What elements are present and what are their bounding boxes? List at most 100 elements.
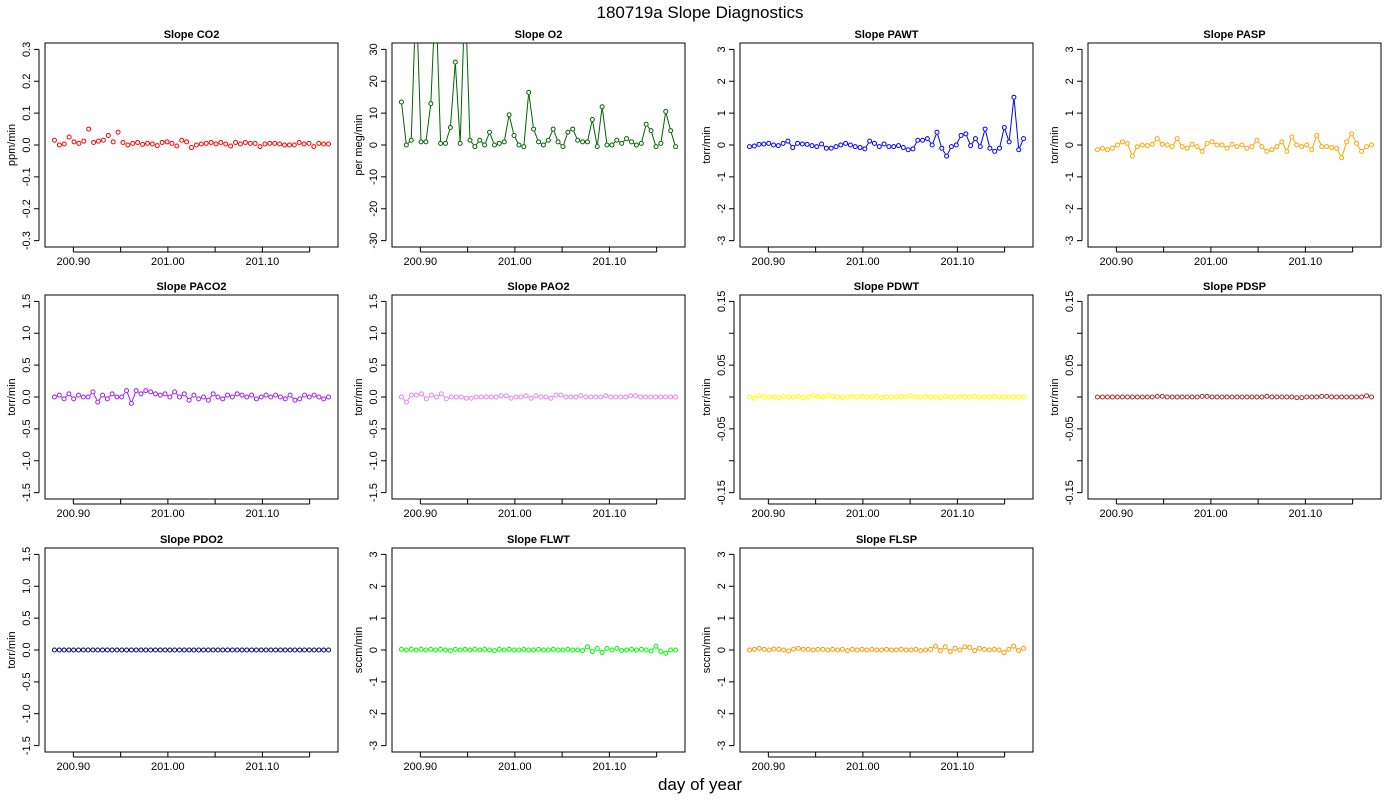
data-point	[297, 396, 303, 402]
data-point	[952, 645, 958, 651]
series-segment	[966, 135, 971, 144]
data-point	[991, 393, 997, 399]
data-point	[653, 144, 659, 150]
series-segment	[1337, 150, 1341, 156]
data-point	[967, 644, 973, 650]
data-point	[1104, 394, 1110, 400]
data-point	[638, 646, 644, 652]
data-point	[296, 139, 302, 145]
data-point	[786, 394, 792, 400]
data-point	[215, 394, 221, 400]
data-point	[273, 392, 279, 398]
data-point	[115, 129, 121, 135]
data-point	[128, 400, 134, 406]
series-segment	[253, 396, 255, 398]
series-segment	[523, 94, 529, 145]
data-point	[472, 646, 478, 652]
data-point	[1314, 132, 1320, 138]
data-point	[957, 647, 963, 653]
data-point	[604, 645, 610, 651]
series-segment	[475, 141, 479, 145]
data-point	[942, 644, 948, 650]
data-point	[316, 394, 322, 400]
y-tick-label: 0.5	[368, 357, 380, 372]
data-point	[130, 140, 136, 146]
series-segment	[1228, 145, 1231, 148]
data-point	[423, 647, 429, 653]
data-point	[159, 139, 165, 145]
data-point	[1239, 142, 1245, 148]
data-point	[81, 138, 87, 144]
series-segment	[176, 393, 179, 396]
data-point	[487, 129, 493, 135]
series-segment	[1127, 145, 1132, 155]
series-segment	[641, 126, 647, 142]
series-segment	[65, 395, 68, 398]
data-point	[51, 394, 57, 400]
x-tick-label: 201.00	[151, 761, 185, 773]
data-point	[1339, 155, 1345, 161]
data-point	[1164, 142, 1170, 148]
data-point	[526, 89, 532, 95]
data-point	[668, 394, 674, 400]
data-point	[599, 650, 605, 656]
data-point	[673, 647, 679, 653]
data-point	[1229, 394, 1235, 400]
data-point	[775, 143, 781, 149]
plot-frame	[391, 547, 686, 753]
y-tick-label: -0.15	[1064, 480, 1076, 505]
series-segment	[932, 134, 937, 143]
series-segment	[459, 43, 464, 141]
x-tick-label: 201.00	[498, 508, 532, 520]
data-point	[958, 132, 964, 138]
y-tick-label: 0.0	[21, 137, 33, 152]
series-segment	[601, 109, 608, 143]
data-point	[751, 143, 757, 149]
data-point	[633, 142, 639, 148]
data-point	[326, 647, 332, 653]
data-point	[756, 393, 762, 399]
series-segment	[1263, 147, 1266, 151]
data-point	[776, 646, 782, 652]
data-point	[871, 140, 877, 146]
data-point	[867, 138, 873, 144]
series-segment	[1178, 140, 1182, 145]
data-point	[287, 647, 293, 653]
data-point	[633, 647, 639, 653]
series-segment	[454, 64, 461, 141]
data-point	[1219, 394, 1225, 400]
data-point	[104, 396, 110, 402]
data-point	[1114, 142, 1120, 148]
x-axis: 200.90 201.00 201.10	[1100, 499, 1354, 520]
data-point	[1154, 393, 1160, 399]
data-point	[506, 112, 512, 118]
data-point	[673, 144, 679, 150]
data-point	[874, 393, 880, 399]
data-point	[1159, 141, 1165, 147]
series-segment	[1317, 137, 1322, 145]
data-point	[1259, 394, 1265, 400]
data-point	[835, 394, 841, 400]
data-point	[609, 142, 615, 148]
y-tick-label: 0.1	[21, 105, 33, 120]
data-point	[962, 644, 968, 650]
data-point	[277, 141, 283, 147]
data-point	[609, 647, 615, 653]
data-point	[135, 139, 141, 145]
data-point	[843, 140, 849, 146]
data-point	[56, 392, 62, 398]
data-point	[1344, 139, 1350, 145]
data-point	[75, 392, 81, 398]
data-point	[208, 139, 214, 145]
data-point	[452, 646, 458, 652]
data-point	[565, 646, 571, 652]
x-tick-label: 201.10	[593, 761, 627, 773]
series-segment	[195, 396, 198, 398]
y-tick-label: -2	[716, 709, 728, 719]
data-point	[555, 647, 561, 653]
data-point	[804, 141, 810, 147]
data-point	[751, 395, 757, 401]
data-point	[891, 144, 897, 150]
data-point	[277, 394, 283, 400]
y-tick-label: 1.5	[368, 294, 380, 309]
